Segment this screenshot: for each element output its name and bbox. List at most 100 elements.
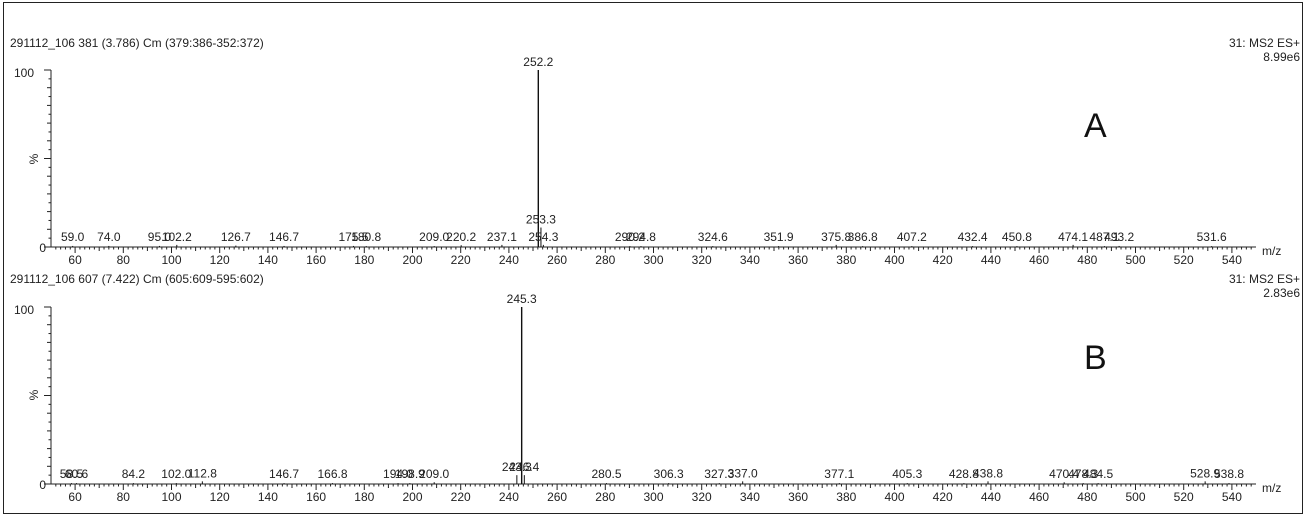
panel-a-peak-label: 253.3 — [526, 213, 556, 227]
panel-a-peak-label: 432.4 — [958, 230, 988, 244]
panel-a-x-tick-label: 280 — [595, 253, 615, 267]
panel-a-peak-label: 220.2 — [446, 230, 476, 244]
panel-a-peak-label: 493.2 — [1104, 230, 1134, 244]
panel-b-peak-label: 84.2 — [122, 467, 146, 481]
panel-a-peak-label: 74.0 — [97, 230, 121, 244]
panel-a-peak-label: 375.8 — [821, 230, 851, 244]
panel-b-x-tick-label: 360 — [788, 490, 808, 504]
panel-b-peak-label: 470.4 — [1049, 467, 1079, 481]
panel-b-peak-label: 245.3 — [507, 292, 537, 306]
panel-b-peak-label: 280.5 — [591, 467, 621, 481]
panel-a-peak-label: 180.8 — [351, 230, 381, 244]
panel-b-intensity: 2.83e6 — [1263, 286, 1300, 300]
panel-a-peak-label: 450.8 — [1002, 230, 1032, 244]
panel-b-x-tick-label: 460 — [1029, 490, 1049, 504]
mass-spectra-chart: 291112_106 381 (3.786) Cm (379:386-352:3… — [10, 36, 1300, 504]
panel-a-x-tick-label: 480 — [1077, 253, 1097, 267]
panel-a-peak-label: 95.0 — [148, 230, 172, 244]
panel-a-x-tick-label: 240 — [499, 253, 519, 267]
panel-b-x-tick-label: 420 — [933, 490, 953, 504]
panel-b-peak-label: 194.0 — [383, 467, 413, 481]
panel-b-x-tick-label: 300 — [643, 490, 663, 504]
panel-a-y-min-label: 0 — [39, 241, 46, 255]
panel-b-x-tick-label: 200 — [402, 490, 422, 504]
panel-b-peak-label: 337.0 — [728, 466, 758, 480]
panel-b-x-tick-label: 240 — [499, 490, 519, 504]
panel-b-x-tick-label: 540 — [1222, 490, 1242, 504]
panel-b-x-tick-label: 180 — [354, 490, 374, 504]
panel-a-header-left: 291112_106 381 (3.786) Cm (379:386-352:3… — [10, 36, 264, 50]
panel-a-peak-label: 209.0 — [419, 230, 449, 244]
panel-b-y-axis-label: % — [27, 389, 41, 400]
panel-a-peak-label: 386.8 — [848, 230, 878, 244]
panel-a-peak-label: 254.3 — [528, 230, 558, 244]
panel-b-peak-label: 306.3 — [654, 467, 684, 481]
panel-b-peak-label: 538.8 — [1214, 467, 1244, 481]
panel-b-peak-label: 146.7 — [269, 467, 299, 481]
panel-b-x-tick-label: 280 — [595, 490, 615, 504]
panel-b-x-tick-label: 440 — [981, 490, 1001, 504]
panel-b-peak-label: 166.8 — [317, 467, 347, 481]
panel-b-peak-label: 58.5 — [60, 467, 84, 481]
panel-b-y-max-label: 100 — [14, 303, 34, 317]
panel-b-peak-label: 112.8 — [188, 466, 217, 480]
panel-a-x-tick-label: 160 — [306, 253, 326, 267]
panel-a-x-tick-label: 120 — [210, 253, 230, 267]
panel-a-peak-label: 146.7 — [269, 230, 299, 244]
panel-a-peak-label: 324.6 — [698, 230, 728, 244]
panel-a-y-axis-label: % — [27, 153, 41, 164]
panel-a-peak-label: 407.2 — [897, 230, 927, 244]
panel-b-header-left: 291112_106 607 (7.422) Cm (605:609-595:6… — [10, 272, 264, 286]
panel-b-x-tick-label: 260 — [547, 490, 567, 504]
panel-a-intensity: 8.99e6 — [1263, 50, 1300, 64]
panel-a-x-tick-label: 180 — [354, 253, 374, 267]
panel-b-x-tick-label: 80 — [117, 490, 131, 504]
panel-a-header-right: 31: MS2 ES+ — [1229, 36, 1300, 50]
spectrum-panel-b: 291112_106 607 (7.422) Cm (605:609-595:6… — [10, 272, 1300, 504]
panel-a-x-tick-label: 340 — [740, 253, 760, 267]
panel-b-x-tick-label: 120 — [210, 490, 230, 504]
panel-a-peak-label: 237.1 — [487, 230, 517, 244]
panel-b-x-tick-label: 160 — [306, 490, 326, 504]
panel-a-x-tick-label: 360 — [788, 253, 808, 267]
panel-a-y-max-label: 100 — [14, 66, 34, 80]
panel-b-x-tick-label: 340 — [740, 490, 760, 504]
panel-a-peak-label: 175.5 — [338, 230, 368, 244]
panel-a-x-tick-label: 200 — [402, 253, 422, 267]
panel-b-peak-label: 198.9 — [395, 467, 425, 481]
panel-a-x-tick-label: 300 — [643, 253, 663, 267]
panel-a-letter: A — [1084, 107, 1107, 145]
panel-b-x-tick-label: 480 — [1077, 490, 1097, 504]
panel-a-peak-label: 351.9 — [764, 230, 794, 244]
panel-a-x-tick-label: 500 — [1125, 253, 1145, 267]
spectrum-panel-a: 291112_106 381 (3.786) Cm (379:386-352:3… — [10, 36, 1300, 267]
panel-a-x-tick-label: 100 — [161, 253, 181, 267]
panel-b-peak-label: 60.6 — [65, 467, 89, 481]
panel-a-peak-label: 59.0 — [61, 230, 85, 244]
panel-a-peak-label: 290.2 — [615, 230, 645, 244]
panel-a-axes — [44, 69, 1256, 253]
panel-a-x-tick-labels: 60 80 100 120 140 160 180 200 220 240 260 280 300 320… — [68, 253, 1242, 267]
panel-a-x-tick-label: 260 — [547, 253, 567, 267]
panel-b-peak-label: 327.3 — [704, 467, 734, 481]
panel-a-peak-label: 474.1 — [1058, 230, 1088, 244]
panel-b-x-tick-label: 500 — [1125, 490, 1145, 504]
panel-b-x-axis-label: m/z — [1262, 481, 1281, 495]
panel-b-peak-label: 102.0 — [161, 467, 191, 481]
panel-b-x-tick-label: 380 — [836, 490, 856, 504]
panel-a-x-tick-label: 380 — [836, 253, 856, 267]
panel-a-x-tick-label: 520 — [1174, 253, 1194, 267]
panel-a-peak-label: 487.1 — [1089, 230, 1119, 244]
panel-b-peak-label: 209.0 — [419, 467, 449, 481]
panel-b-peak-label: 478.3 — [1068, 467, 1098, 481]
panel-b-letter: B — [1084, 339, 1107, 377]
panel-a-peak-lines — [72, 70, 1213, 247]
panel-a-x-tick-label: 440 — [981, 253, 1001, 267]
panel-a-peak-label: 294.8 — [626, 230, 656, 244]
panel-a-x-tick-label: 420 — [933, 253, 953, 267]
panel-a-x-tick-label: 60 — [68, 253, 82, 267]
panel-b-peak-label: 528.9 — [1190, 466, 1220, 480]
panel-b-peak-label: 377.1 — [824, 467, 854, 481]
panel-b-y-min-label: 0 — [39, 478, 46, 492]
